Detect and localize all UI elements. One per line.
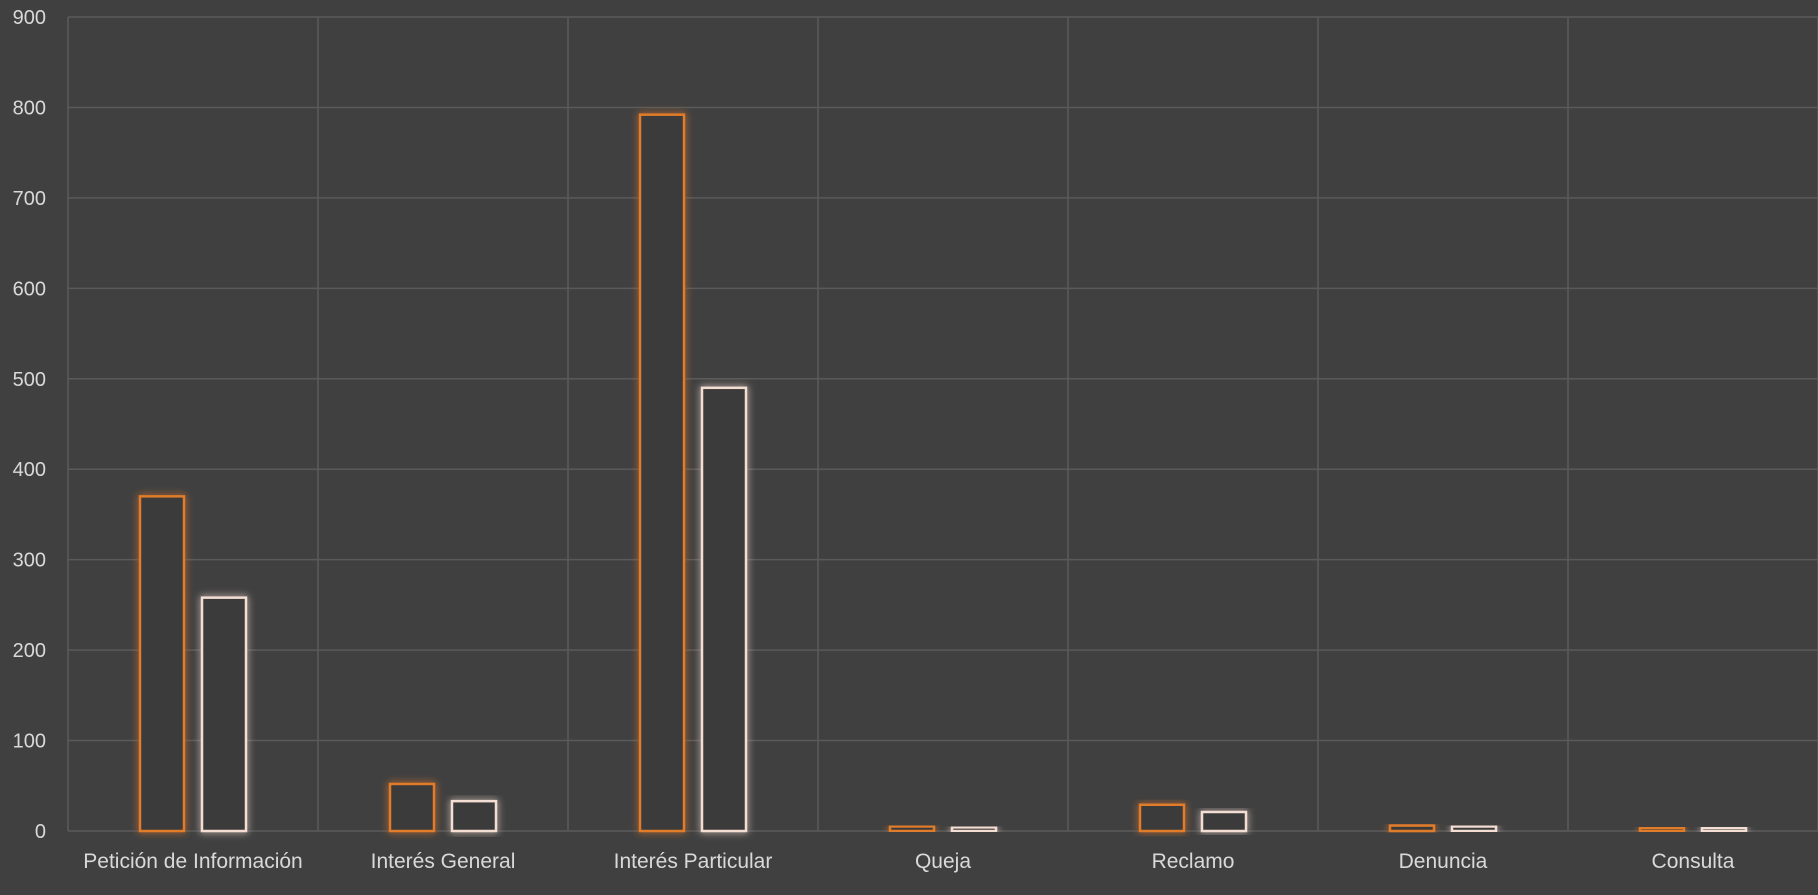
x-tick-label: Reclamo [1152,850,1235,873]
bar-series-1 [1138,803,1186,833]
bar-series-2 [1700,826,1748,833]
x-tick-label: Consulta [1652,850,1735,873]
y-tick-label: 0 [35,821,46,843]
x-axis-ticks: Petición de Información Interés General In… [83,850,1734,873]
bar-series-1 [1388,824,1436,833]
y-tick-label: 900 [13,7,46,29]
y-tick-label: 500 [13,369,46,391]
y-tick-label: 200 [13,640,46,662]
y-tick-label: 800 [13,97,46,119]
y-tick-label: 300 [13,550,46,572]
bar-series-2 [200,596,248,833]
x-tick-label: Petición de Información [83,850,302,873]
bar-series-1 [138,495,186,833]
bar-series-1 [638,113,686,833]
y-axis-ticks: 0 100 200 300 400 500 600 700 800 900 [13,7,46,843]
x-tick-label: Denuncia [1399,850,1488,873]
bars [138,113,1748,833]
bar-series-2 [950,826,998,833]
x-tick-label: Queja [915,850,971,873]
grid [67,16,1818,832]
x-tick-label: Interés Particular [614,850,773,873]
bar-series-2 [1200,810,1248,833]
bar-series-1 [888,825,936,833]
bar-series-2 [1450,825,1498,833]
y-tick-label: 600 [13,278,46,300]
bar-series-2 [700,386,748,833]
bar-series-1 [388,782,436,833]
y-tick-label: 100 [13,731,46,753]
bar-series-2 [450,799,498,833]
y-tick-label: 400 [13,459,46,481]
y-tick-label: 700 [13,188,46,210]
bar-series-1 [1638,826,1686,833]
x-tick-label: Interés General [371,850,516,873]
